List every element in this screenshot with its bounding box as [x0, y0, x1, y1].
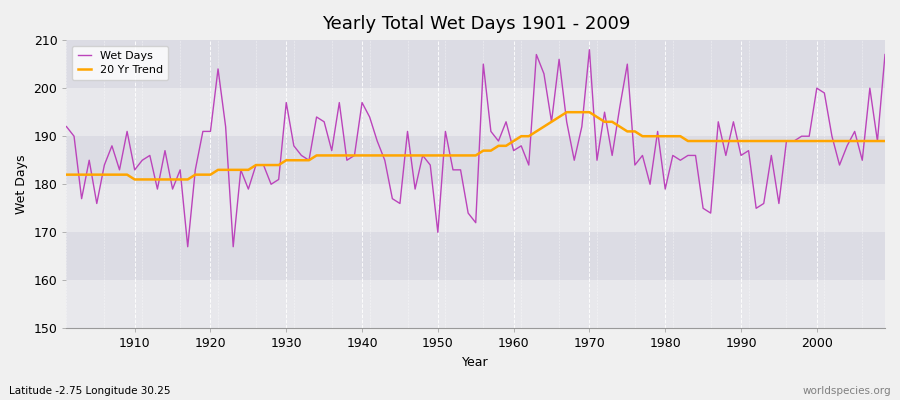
- Text: Latitude -2.75 Longitude 30.25: Latitude -2.75 Longitude 30.25: [9, 386, 170, 396]
- Wet Days: [183, 244, 194, 249]
- Wet Days: [296, 153, 307, 158]
- Bar: [67, 136, 885, 184]
- Text: worldspecies.org: worldspecies.org: [803, 386, 891, 396]
- Wet Days: [516, 144, 526, 148]
- Bar: [67, 280, 885, 328]
- Wet Days: [61, 124, 72, 129]
- Wet Days: [341, 158, 352, 163]
- X-axis label: Year: Year: [463, 356, 489, 369]
- Wet Days: [879, 52, 890, 57]
- Wet Days: [584, 47, 595, 52]
- 20 Yr Trend: [879, 139, 890, 144]
- Y-axis label: Wet Days: Wet Days: [15, 154, 28, 214]
- Legend: Wet Days, 20 Yr Trend: Wet Days, 20 Yr Trend: [72, 46, 168, 80]
- Wet Days: [508, 148, 519, 153]
- Title: Yearly Total Wet Days 1901 - 2009: Yearly Total Wet Days 1901 - 2009: [321, 15, 630, 33]
- Wet Days: [122, 129, 132, 134]
- Bar: [67, 40, 885, 88]
- 20 Yr Trend: [516, 134, 526, 139]
- Bar: [67, 184, 885, 232]
- Line: Wet Days: Wet Days: [67, 50, 885, 247]
- Line: 20 Yr Trend: 20 Yr Trend: [67, 112, 885, 180]
- 20 Yr Trend: [508, 139, 519, 144]
- 20 Yr Trend: [61, 172, 72, 177]
- 20 Yr Trend: [615, 124, 626, 129]
- 20 Yr Trend: [562, 110, 572, 114]
- 20 Yr Trend: [122, 172, 132, 177]
- 20 Yr Trend: [130, 177, 140, 182]
- Wet Days: [615, 105, 626, 110]
- Bar: [67, 232, 885, 280]
- 20 Yr Trend: [296, 158, 307, 163]
- Bar: [67, 88, 885, 136]
- 20 Yr Trend: [341, 153, 352, 158]
